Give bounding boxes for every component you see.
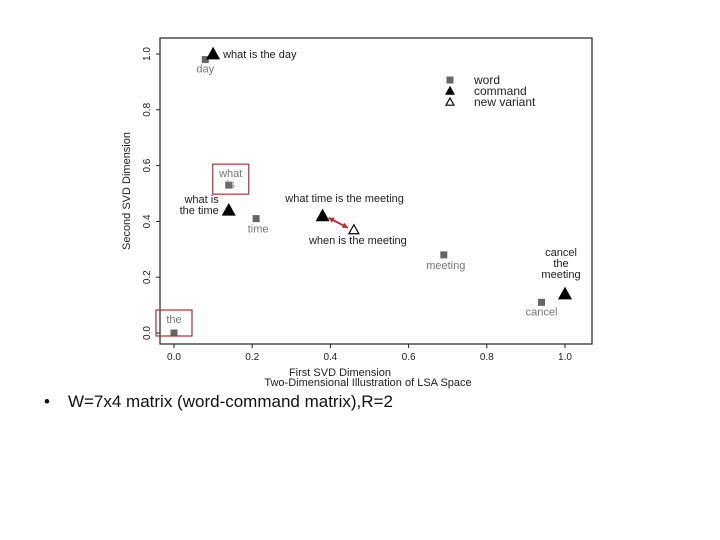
word-point (225, 181, 233, 189)
command-point (315, 208, 330, 222)
x-tick-label: 0.8 (480, 352, 494, 363)
command-point (557, 286, 573, 300)
y-tick-label: 1.0 (142, 47, 153, 61)
y-tick-label: 0.0 (142, 326, 153, 340)
x-tick-label: 0.6 (402, 352, 416, 363)
y-axis-label: Second SVD Dimension (121, 132, 133, 250)
chart-title: Two-Dimensional Illustration of LSA Spac… (264, 377, 471, 389)
chart-marks: 0.0 0.2 0.4 0.6 0.8 1.00.00.20.40.60.81.0dayw… (142, 47, 581, 363)
new-variant-label: when is the meeting (308, 235, 407, 247)
command-point (221, 203, 236, 216)
command-point (206, 46, 221, 60)
arrow-tail-head (328, 217, 335, 223)
x-tick-label: 1.0 (558, 352, 572, 363)
command-label: cancel the meeting (541, 247, 580, 281)
word-point (538, 298, 546, 306)
y-tick-label: 0.2 (142, 270, 153, 284)
x-tick-label: 0.2 (245, 352, 259, 363)
y-tick-label: 0.8 (142, 102, 153, 116)
word-point (201, 56, 209, 64)
plot-frame (159, 37, 593, 345)
word-label: the (166, 314, 181, 326)
legend-new-variant-symbol (444, 96, 456, 106)
word-label: day (196, 64, 214, 76)
x-axis-label: First SVD Dimension (289, 367, 391, 379)
y-tick-label: 0.4 (142, 214, 153, 228)
legend-label: command (474, 84, 527, 98)
legend-label: word (473, 73, 500, 87)
word-label: what is (218, 168, 242, 191)
y-tick-label: 0.6 (142, 158, 153, 172)
arrow-head (341, 222, 348, 228)
word-label: cancel (526, 306, 558, 318)
x-tick-label: 0.4 (323, 352, 337, 363)
highlight-box (212, 163, 250, 195)
legend-label: new variant (474, 95, 536, 109)
command-label: what is the day (222, 49, 297, 61)
word-point (252, 215, 260, 223)
command-label: what time is the meeting (284, 193, 404, 205)
word-label: time (248, 224, 269, 236)
bullet-symbol: • (44, 392, 50, 411)
bullet-item: • W=7x4 matrix (word-command matrix),R=2 (44, 392, 393, 412)
bullet-text: W=7x4 matrix (word-command matrix),R=2 (67, 392, 393, 411)
new-variant-point (347, 223, 360, 235)
legend-word-symbol (446, 76, 454, 84)
legend-command-symbol (444, 85, 456, 95)
word-point (170, 329, 178, 337)
highlight-box (155, 309, 193, 337)
x-tick-label: 0.0 (167, 352, 181, 363)
word-label: meeting (426, 260, 465, 272)
word-point (440, 251, 448, 259)
command-label: what is the time (180, 194, 220, 217)
